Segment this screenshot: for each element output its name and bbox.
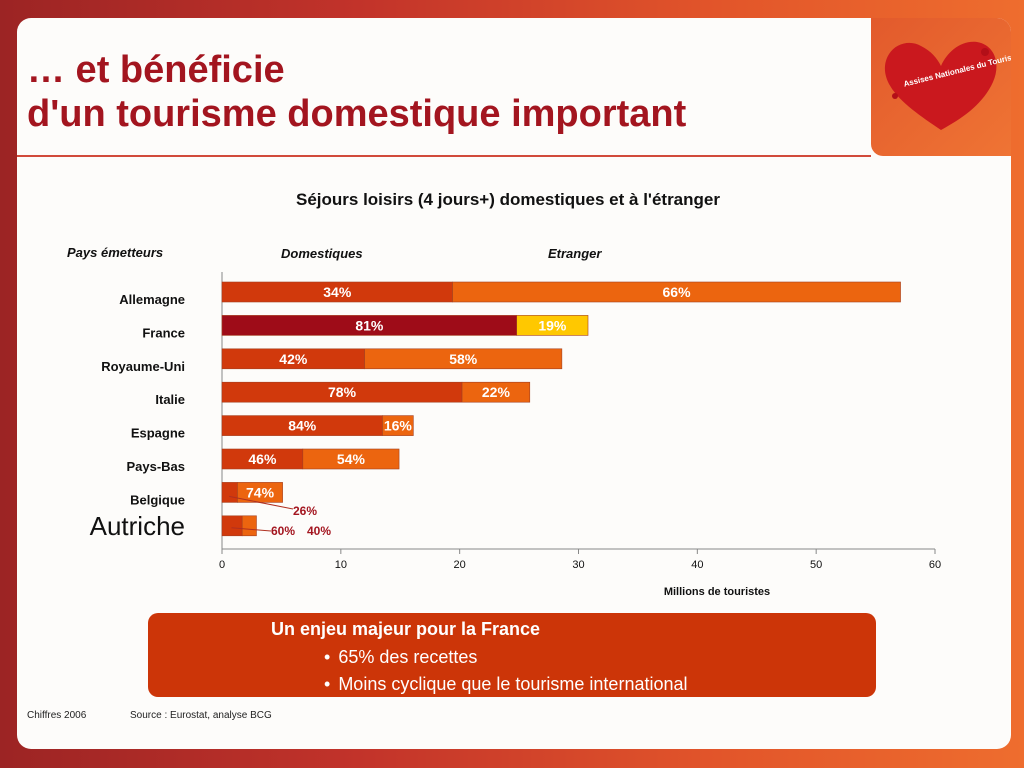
heart-logo-icon: Assises Nationales du Tourisme [884, 41, 1011, 130]
category-label: Allemagne [119, 292, 185, 307]
callout-heading: Un enjeu majeur pour la France [271, 619, 541, 639]
data-label-domestiques: 78% [328, 384, 357, 400]
x-tick-label: 20 [454, 559, 466, 571]
x-tick-label: 10 [335, 559, 347, 571]
data-label-etranger: 19% [538, 317, 567, 333]
x-tick-label: 50 [810, 559, 822, 571]
data-label-etranger: 66% [663, 284, 692, 300]
data-label-domestiques: 60% [271, 524, 295, 538]
x-tick-label: 40 [691, 559, 703, 571]
data-label-domestiques: 46% [248, 451, 277, 467]
data-label-domestiques: 34% [323, 284, 352, 300]
bar-etranger [364, 348, 563, 370]
data-label-domestiques: 84% [288, 418, 317, 434]
callout-list: 65% des recettes Moins cyclique que le t… [324, 644, 688, 698]
callout-bullet-1: 65% des recettes [324, 644, 688, 671]
bar-etranger [302, 448, 400, 470]
data-label-etranger: 54% [337, 451, 366, 467]
x-tick-label: 0 [219, 559, 225, 571]
category-label: Royaume-Uni [101, 359, 185, 374]
data-label-etranger: 74% [246, 484, 275, 500]
x-tick-label: 60 [929, 559, 941, 571]
row-header: Pays émetteurs [67, 245, 163, 260]
category-label: Espagne [131, 426, 185, 441]
data-label-domestiques: 26% [293, 504, 317, 518]
data-label-etranger: 58% [449, 351, 478, 367]
category-label: France [142, 325, 185, 340]
data-label-domestiques: 42% [279, 351, 308, 367]
bar-etranger [382, 415, 414, 436]
bar-etranger [461, 381, 531, 403]
category-label: Autriche [90, 511, 185, 541]
leader-line [231, 527, 272, 532]
leader-line [229, 495, 294, 510]
chart-title: Séjours loisirs (4 jours+) domestiques e… [296, 190, 720, 209]
category-label: Pays-Bas [126, 459, 185, 474]
callout-bullet-2: Moins cyclique que le tourisme internati… [324, 671, 687, 698]
data-label-etranger: 16% [384, 418, 413, 434]
category-label: Italie [155, 392, 185, 407]
legend-etranger: Etranger [548, 246, 602, 261]
bar-domestiques [221, 482, 238, 503]
title-line-1: … et bénéficie [27, 49, 285, 91]
x-tick-label: 30 [572, 559, 584, 571]
x-axis-label: Millions de touristes [664, 586, 770, 598]
legend-domestiques: Domestiques [281, 246, 363, 261]
data-label-domestiques: 81% [355, 317, 384, 333]
bar-etranger [516, 315, 589, 336]
bar-etranger [241, 515, 257, 537]
slide: Assises Nationales du Tourisme … et béné… [17, 18, 1011, 749]
footnote-source: Source : Eurostat, analyse BCG [130, 710, 272, 721]
category-label: Belgique [130, 492, 185, 507]
data-label-etranger: 22% [482, 384, 511, 400]
title-divider [17, 155, 871, 157]
stacked-bar-chart: Séjours loisirs (4 jours+) domestiques e… [67, 190, 941, 598]
bar-etranger [452, 281, 901, 303]
title-line-2: d'un tourisme domestique important [27, 93, 687, 135]
callout-box: Un enjeu majeur pour la France 65% des r… [148, 613, 876, 697]
bar-domestiques [221, 515, 243, 537]
page-title: … et bénéficie d'un tourisme domestique … [27, 48, 686, 136]
data-label-etranger: 40% [307, 524, 331, 538]
footnote-date: Chiffres 2006 [27, 710, 87, 721]
logo-panel: Assises Nationales du Tourisme [871, 18, 1011, 156]
